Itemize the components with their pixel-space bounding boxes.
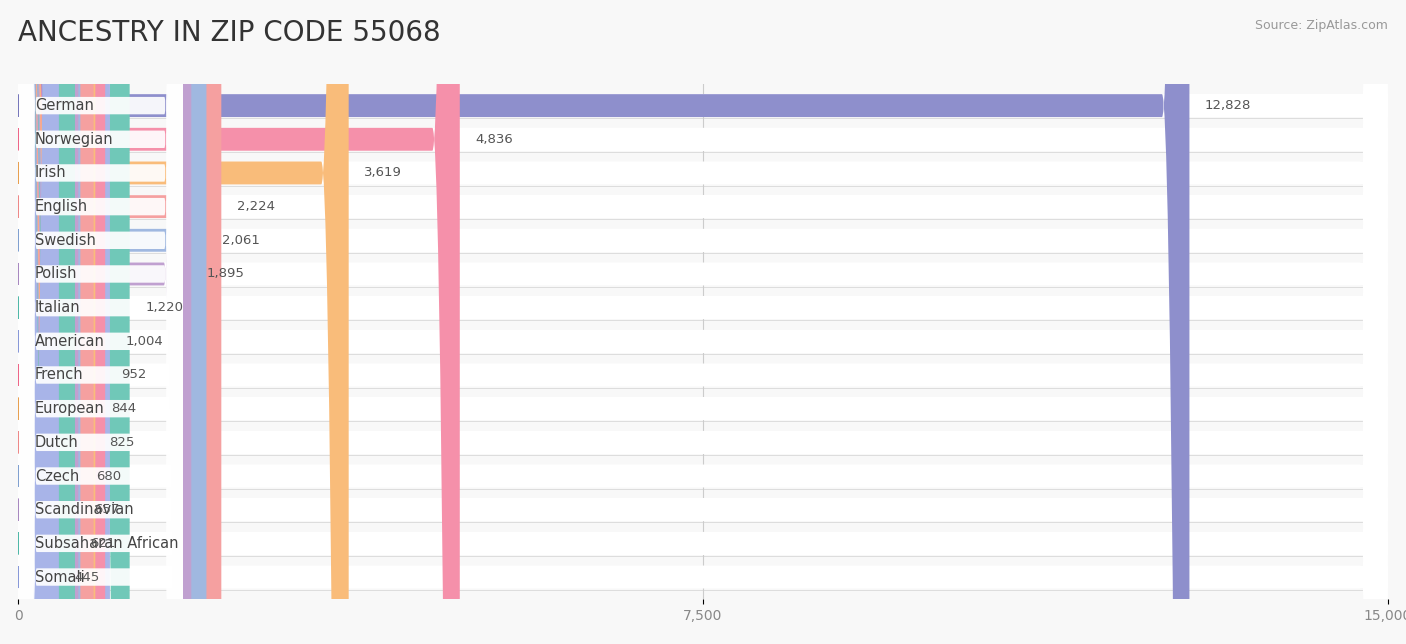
- Text: ANCESTRY IN ZIP CODE 55068: ANCESTRY IN ZIP CODE 55068: [18, 19, 441, 47]
- FancyBboxPatch shape: [18, 0, 129, 644]
- Text: Somali: Somali: [35, 569, 84, 585]
- FancyBboxPatch shape: [18, 0, 105, 644]
- FancyBboxPatch shape: [18, 0, 183, 644]
- FancyBboxPatch shape: [18, 0, 183, 644]
- FancyBboxPatch shape: [18, 0, 1388, 644]
- Text: Italian: Italian: [35, 300, 80, 315]
- Bar: [18, 162, 1388, 184]
- FancyBboxPatch shape: [18, 0, 1388, 644]
- Text: 621: 621: [90, 537, 115, 550]
- FancyBboxPatch shape: [18, 0, 96, 644]
- Text: English: English: [35, 199, 87, 214]
- FancyBboxPatch shape: [18, 0, 183, 644]
- FancyBboxPatch shape: [18, 0, 183, 644]
- FancyBboxPatch shape: [18, 0, 1388, 644]
- Text: Polish: Polish: [35, 267, 77, 281]
- Bar: [18, 565, 1388, 589]
- FancyBboxPatch shape: [18, 0, 1388, 644]
- FancyBboxPatch shape: [18, 0, 1189, 644]
- Bar: [18, 431, 1388, 454]
- Text: 1,004: 1,004: [125, 335, 163, 348]
- Bar: [18, 330, 1388, 353]
- FancyBboxPatch shape: [18, 0, 221, 644]
- Text: Dutch: Dutch: [35, 435, 79, 450]
- Bar: [18, 195, 1388, 218]
- Bar: [18, 532, 1388, 555]
- Text: 2,224: 2,224: [236, 200, 274, 213]
- FancyBboxPatch shape: [18, 0, 183, 644]
- FancyBboxPatch shape: [18, 0, 183, 644]
- Text: 12,828: 12,828: [1205, 99, 1251, 112]
- Bar: [18, 296, 1388, 319]
- Text: European: European: [35, 401, 104, 416]
- FancyBboxPatch shape: [18, 0, 1388, 644]
- Text: Czech: Czech: [35, 469, 79, 484]
- Bar: [18, 464, 1388, 488]
- Text: 3,619: 3,619: [364, 166, 402, 180]
- Text: 4,836: 4,836: [475, 133, 513, 146]
- FancyBboxPatch shape: [18, 0, 183, 644]
- Text: 1,895: 1,895: [207, 267, 245, 281]
- Text: Subsaharan African: Subsaharan African: [35, 536, 179, 551]
- FancyBboxPatch shape: [18, 0, 1388, 644]
- FancyBboxPatch shape: [18, 0, 110, 644]
- Bar: [18, 397, 1388, 420]
- FancyBboxPatch shape: [18, 0, 183, 644]
- FancyBboxPatch shape: [18, 0, 1388, 644]
- Text: German: German: [35, 98, 94, 113]
- Bar: [18, 128, 1388, 151]
- Text: 952: 952: [121, 368, 146, 381]
- FancyBboxPatch shape: [18, 0, 183, 644]
- FancyBboxPatch shape: [18, 0, 80, 644]
- FancyBboxPatch shape: [18, 0, 207, 644]
- Text: Swedish: Swedish: [35, 232, 96, 248]
- Bar: [18, 94, 1388, 117]
- Text: French: French: [35, 368, 83, 383]
- FancyBboxPatch shape: [18, 0, 460, 644]
- Text: 825: 825: [110, 436, 135, 449]
- Text: 1,220: 1,220: [145, 301, 183, 314]
- Text: Norwegian: Norwegian: [35, 132, 114, 147]
- FancyBboxPatch shape: [18, 0, 59, 644]
- FancyBboxPatch shape: [18, 0, 191, 644]
- FancyBboxPatch shape: [18, 0, 1388, 644]
- FancyBboxPatch shape: [18, 0, 79, 644]
- FancyBboxPatch shape: [18, 0, 183, 644]
- FancyBboxPatch shape: [18, 0, 1388, 644]
- Bar: [18, 263, 1388, 285]
- Text: 844: 844: [111, 402, 136, 415]
- FancyBboxPatch shape: [18, 0, 1388, 644]
- Text: Source: ZipAtlas.com: Source: ZipAtlas.com: [1254, 19, 1388, 32]
- Text: Irish: Irish: [35, 166, 66, 180]
- FancyBboxPatch shape: [18, 0, 75, 644]
- Bar: [18, 498, 1388, 521]
- FancyBboxPatch shape: [18, 0, 183, 644]
- Text: Scandinavian: Scandinavian: [35, 502, 134, 517]
- FancyBboxPatch shape: [18, 0, 183, 644]
- FancyBboxPatch shape: [18, 0, 1388, 644]
- FancyBboxPatch shape: [18, 0, 183, 644]
- FancyBboxPatch shape: [18, 0, 183, 644]
- FancyBboxPatch shape: [18, 0, 1388, 644]
- Text: 657: 657: [94, 503, 120, 516]
- Bar: [18, 229, 1388, 252]
- Text: American: American: [35, 334, 104, 349]
- FancyBboxPatch shape: [18, 0, 1388, 644]
- FancyBboxPatch shape: [18, 0, 183, 644]
- Text: 445: 445: [75, 571, 100, 583]
- FancyBboxPatch shape: [18, 0, 1388, 644]
- Text: 680: 680: [96, 469, 121, 482]
- FancyBboxPatch shape: [18, 0, 1388, 644]
- FancyBboxPatch shape: [18, 0, 349, 644]
- FancyBboxPatch shape: [18, 0, 94, 644]
- Bar: [18, 364, 1388, 386]
- Text: 2,061: 2,061: [222, 234, 260, 247]
